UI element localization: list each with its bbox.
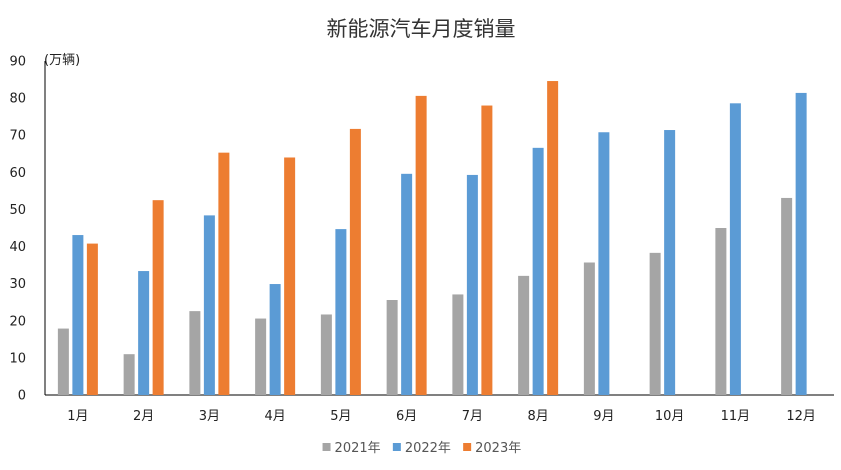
y-tick-label: 80 (9, 92, 26, 107)
bar (138, 271, 150, 395)
bar (269, 284, 281, 395)
y-tick-label: 10 (9, 351, 26, 366)
y-tick-label: 90 (9, 55, 26, 70)
x-tick-label: 5月 (330, 409, 351, 424)
bar (320, 314, 332, 395)
bar (729, 103, 741, 395)
x-tick-label: 9月 (593, 409, 614, 424)
bar (781, 197, 793, 395)
bar (715, 228, 727, 395)
bar (547, 81, 559, 395)
x-tick-label: 1月 (67, 409, 88, 424)
bar (284, 157, 296, 395)
x-tick-label: 12月 (786, 409, 816, 424)
x-tick-label: 6月 (396, 409, 417, 424)
bar (598, 132, 610, 395)
bar (349, 128, 361, 395)
y-unit-label: (万辆) (44, 53, 80, 68)
bar (335, 229, 347, 395)
x-tick-label: 2月 (133, 409, 154, 424)
y-tick-label: 50 (9, 203, 26, 218)
x-tick-label: 4月 (264, 409, 285, 424)
y-tick-label: 60 (9, 166, 26, 181)
y-tick-label: 70 (9, 129, 26, 144)
legend-label: 2022年 (405, 441, 451, 456)
legend-label: 2021年 (335, 441, 381, 456)
legend: 2021年 2022年 2023年 (322, 441, 521, 456)
legend-swatch (392, 443, 401, 451)
bar (401, 173, 413, 395)
bar (152, 200, 164, 395)
bar (481, 105, 493, 395)
chart-title: 新能源汽车月度销量 (327, 17, 516, 41)
y-tick-label: 30 (9, 277, 26, 292)
bar (57, 328, 69, 395)
bar (583, 262, 595, 395)
x-axis: 1月 2月 3月 4月 5月 6月 7月 8月 9月 10月 11月 12月 (45, 394, 834, 424)
bar (218, 152, 230, 395)
y-axis: 0 10 20 30 40 50 60 70 80 90 (9, 55, 46, 404)
x-tick-label: 7月 (462, 409, 483, 424)
bars (57, 81, 807, 396)
y-tick-label: 40 (9, 240, 26, 255)
bar (452, 294, 464, 395)
bar (123, 354, 135, 395)
bar (415, 95, 427, 395)
bar (664, 130, 676, 395)
bar (795, 92, 807, 396)
bar (466, 174, 478, 395)
bar (72, 235, 84, 395)
bar (189, 311, 201, 395)
x-tick-label: 3月 (199, 409, 220, 424)
legend-swatch (463, 443, 472, 451)
y-tick-label: 20 (9, 314, 26, 329)
x-tick-label: 10月 (655, 409, 685, 424)
bar (518, 275, 530, 395)
bar (86, 243, 98, 395)
legend-label: 2023年 (475, 441, 521, 456)
bar (386, 300, 398, 395)
bar (203, 215, 215, 395)
bar (255, 318, 267, 395)
x-tick-label: 8月 (527, 409, 548, 424)
bar (649, 252, 661, 395)
bar (532, 147, 544, 395)
x-tick-label: 11月 (721, 409, 751, 424)
y-tick-label: 0 (18, 389, 26, 404)
legend-swatch (322, 443, 331, 451)
